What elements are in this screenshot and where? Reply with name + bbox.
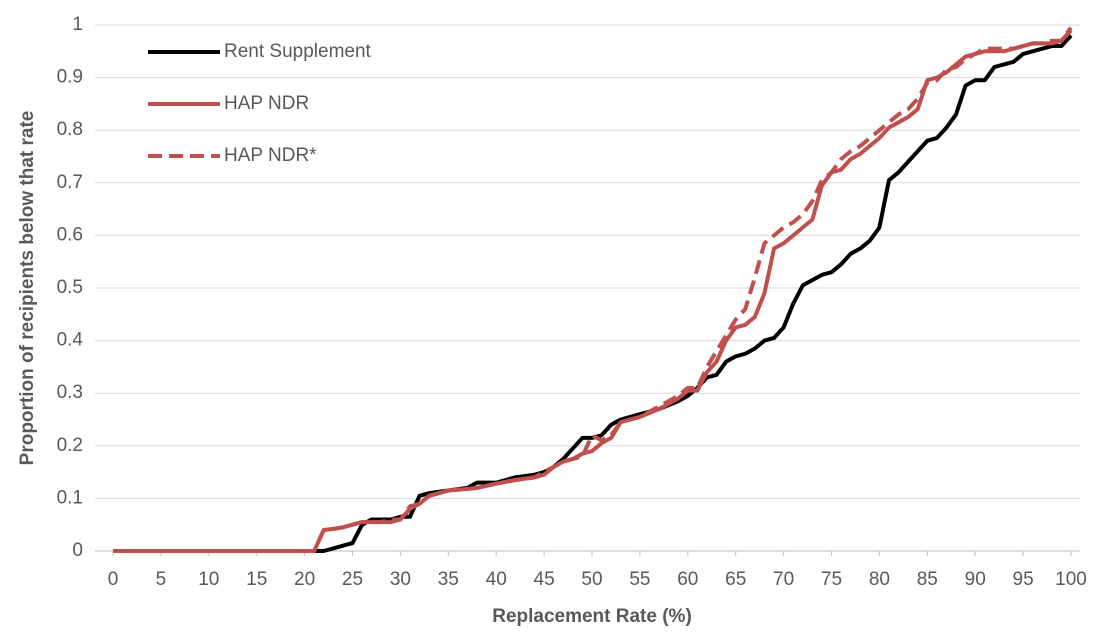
y-tick-label: 0	[72, 540, 83, 561]
y-tick-label: 0.2	[57, 435, 83, 456]
x-tick-label: 85	[917, 569, 938, 590]
x-tick-label: 25	[342, 569, 363, 590]
x-tick-label: 90	[965, 569, 986, 590]
x-tick-label: 95	[1013, 569, 1034, 590]
x-tick-label: 50	[581, 569, 602, 590]
x-tick-label: 65	[725, 569, 746, 590]
x-tick-label: 15	[246, 569, 267, 590]
series-line	[113, 34, 1073, 553]
y-tick-label: 0.5	[57, 277, 83, 298]
y-tick-label: 1	[72, 14, 83, 35]
y-tick-label: 0.6	[57, 224, 83, 245]
y-axis-title: Proportion of recipients below that rate	[17, 111, 38, 466]
legend-label: HAP NDR	[224, 93, 309, 114]
legend-label: HAP NDR*	[224, 145, 317, 166]
x-tick-label: 75	[821, 569, 842, 590]
x-tick-label: 0	[108, 569, 119, 590]
x-tick-label: 70	[773, 569, 794, 590]
y-tick-label: 0.4	[57, 330, 84, 351]
y-tick-label: 0.7	[57, 172, 83, 193]
x-tick-label: 35	[438, 569, 459, 590]
x-tick-label: 30	[390, 569, 411, 590]
x-tick-label: 40	[486, 569, 507, 590]
legend-label: Rent Supplement	[224, 41, 372, 62]
x-tick-label: 60	[677, 569, 698, 590]
series-line	[113, 26, 1073, 553]
x-tick-label: 5	[156, 569, 167, 590]
x-tick-label: 100	[1055, 569, 1087, 590]
x-axis-title: Replacement Rate (%)	[492, 606, 692, 627]
x-tick-label: 80	[869, 569, 890, 590]
x-tick-label: 45	[534, 569, 555, 590]
x-tick-label: 10	[198, 569, 219, 590]
y-tick-label: 0.1	[57, 487, 83, 508]
y-tick-label: 0.9	[57, 67, 83, 88]
y-tick-label: 0.3	[57, 382, 83, 403]
x-tick-label: 55	[629, 569, 650, 590]
x-tick-label: 20	[294, 569, 315, 590]
y-tick-label: 0.8	[57, 119, 83, 140]
